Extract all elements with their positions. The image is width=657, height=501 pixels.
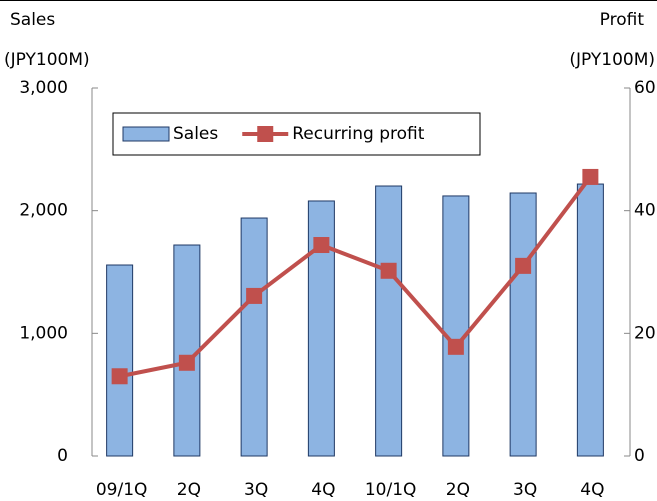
y2-tick-label: 0 bbox=[634, 446, 645, 466]
y2-tick-label: 60 bbox=[634, 78, 656, 98]
legend-label: Recurring profit bbox=[292, 124, 425, 144]
y2-label: Profit bbox=[600, 10, 645, 30]
y-tick-label: 0 bbox=[57, 446, 68, 466]
y-label: (JPY100M) bbox=[4, 50, 90, 70]
bar bbox=[375, 185, 403, 457]
y2-tick-label: 40 bbox=[634, 201, 656, 221]
x-tick-label: 3Q bbox=[513, 480, 537, 500]
y-tick-label: 2,000 bbox=[19, 201, 68, 221]
legend-label: Sales bbox=[173, 124, 218, 144]
x-tick-label: 2Q bbox=[446, 480, 470, 500]
bar bbox=[173, 244, 201, 457]
y-label: Sales bbox=[10, 10, 55, 30]
marker bbox=[447, 338, 464, 355]
x-tick-label: 10/1Q bbox=[365, 480, 417, 500]
legend-swatch bbox=[122, 126, 170, 142]
line bbox=[119, 175, 592, 379]
marker bbox=[246, 287, 263, 304]
marker bbox=[515, 257, 532, 274]
bar bbox=[576, 183, 604, 457]
x-tick-label: 3Q bbox=[244, 480, 268, 500]
marker bbox=[582, 168, 599, 185]
marker bbox=[380, 262, 397, 279]
bar bbox=[509, 192, 537, 457]
marker bbox=[178, 354, 195, 371]
x-tick-label: 2Q bbox=[177, 480, 201, 500]
bar bbox=[106, 264, 134, 457]
bar bbox=[442, 195, 470, 457]
legend-box bbox=[112, 112, 481, 156]
legend-swatch bbox=[257, 126, 274, 142]
x-tick-label: 09/1Q bbox=[96, 480, 148, 500]
y-tick-label: 1,000 bbox=[19, 323, 68, 343]
y2-tick-label: 20 bbox=[634, 323, 656, 343]
y-tick-label: 3,000 bbox=[19, 78, 68, 98]
y2-label: (JPY100M) bbox=[569, 50, 655, 70]
marker bbox=[313, 237, 330, 254]
bar bbox=[240, 217, 268, 457]
marker bbox=[111, 368, 128, 385]
x-tick-label: 4Q bbox=[311, 480, 335, 500]
x-tick-label: 4Q bbox=[580, 480, 604, 500]
